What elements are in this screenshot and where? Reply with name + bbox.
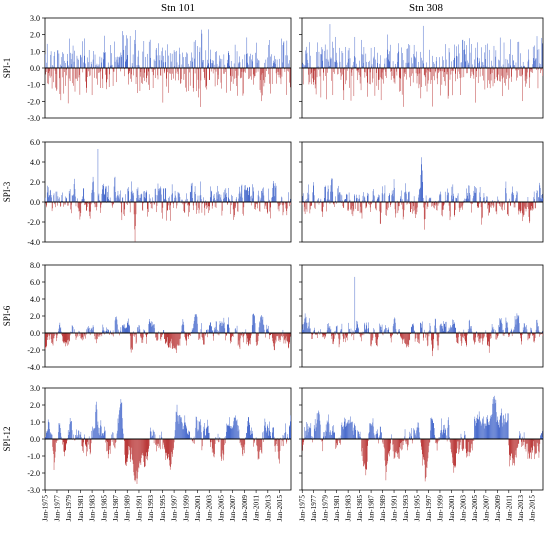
x-tick-label: Jan-1995 bbox=[414, 495, 422, 522]
x-tick-label: Jan-2011 bbox=[505, 495, 513, 521]
x-tick-label: Jan-1991 bbox=[391, 495, 399, 522]
y-tick-label: -3.0 bbox=[27, 486, 40, 495]
x-tick-label: Jan-1981 bbox=[333, 495, 341, 522]
x-tick-label: Jan-1993 bbox=[402, 495, 410, 522]
x-tick-label: Jan-1989 bbox=[379, 495, 387, 522]
x-tick-label: Jan-1989 bbox=[124, 495, 132, 522]
x-tick-label: Jan-2009 bbox=[241, 495, 249, 522]
x-tick-label: Jan-1979 bbox=[322, 495, 330, 522]
y-tick-label: 0.0 bbox=[30, 64, 40, 73]
x-tick-label: Jan-1975 bbox=[42, 495, 50, 522]
panel-spi-12-stn-101 bbox=[42, 387, 292, 491]
x-tick-label: Jan-2013 bbox=[517, 495, 525, 522]
plot-frame bbox=[44, 141, 292, 243]
row-label-spi-12: SPI-12 bbox=[2, 426, 12, 451]
y-tick-label: 6.0 bbox=[30, 278, 40, 287]
x-tick-label: Jan-2015 bbox=[276, 495, 284, 522]
panel-spi-6-stn-101 bbox=[42, 264, 292, 368]
x-tick-label: Jan-2009 bbox=[494, 495, 502, 522]
panel-spi-1-stn-308 bbox=[299, 17, 544, 119]
x-tick-label: Jan-1991 bbox=[135, 495, 143, 522]
y-tick-label: 2.0 bbox=[30, 312, 40, 321]
x-tick-label: Jan-1983 bbox=[89, 495, 97, 522]
y-tick-label: 0.0 bbox=[30, 329, 40, 338]
y-tick-label: 1.0 bbox=[30, 418, 40, 427]
y-tick-label: 8.0 bbox=[30, 261, 40, 270]
x-tick-label: Jan-2007 bbox=[482, 495, 490, 522]
x-tick-label: Jan-1997 bbox=[425, 495, 433, 522]
x-tick-label: Jan-2005 bbox=[217, 495, 225, 522]
column-title-stn-101: Stn 101 bbox=[161, 2, 195, 14]
row-label-spi-1: SPI-1 bbox=[2, 58, 12, 79]
x-tick-label: Jan-2001 bbox=[448, 495, 456, 522]
y-tick-label: -2.0 bbox=[27, 97, 40, 106]
x-tick-label: Jan-1983 bbox=[345, 495, 353, 522]
row-label-spi-6: SPI-6 bbox=[2, 305, 12, 326]
x-tick-label: Jan-1997 bbox=[171, 495, 179, 522]
x-tick-label: Jan-2003 bbox=[459, 495, 467, 522]
x-tick-label: Jan-1985 bbox=[100, 495, 108, 522]
y-tick-label: -3.0 bbox=[27, 114, 40, 123]
y-tick-label: -2.0 bbox=[27, 218, 40, 227]
x-tick-label: Jan-1979 bbox=[65, 495, 73, 522]
x-tick-label: Jan-1977 bbox=[310, 495, 318, 522]
x-tick-label: Jan-2007 bbox=[229, 495, 237, 522]
x-tick-label: Jan-1999 bbox=[182, 495, 190, 522]
y-tick-label: -2.0 bbox=[27, 346, 40, 355]
panel-spi-1-stn-101 bbox=[42, 17, 292, 119]
row-label-spi-3: SPI-3 bbox=[2, 181, 12, 202]
plot-frame bbox=[301, 141, 544, 243]
panel-spi-3-stn-308 bbox=[299, 141, 544, 243]
x-tick-label: Jan-1985 bbox=[356, 495, 364, 522]
x-tick-label: Jan-1987 bbox=[368, 495, 376, 522]
y-tick-label: 4.0 bbox=[30, 158, 40, 167]
y-tick-label: 3.0 bbox=[30, 14, 40, 23]
y-tick-label: 2.0 bbox=[30, 401, 40, 410]
x-tick-label: Jan-1999 bbox=[436, 495, 444, 522]
x-tick-label: Jan-1975 bbox=[299, 495, 307, 522]
x-tick-label: Jan-2003 bbox=[206, 495, 214, 522]
column-title-stn-308: Stn 308 bbox=[409, 2, 443, 14]
y-tick-label: 6.0 bbox=[30, 138, 40, 147]
y-tick-label: -2.0 bbox=[27, 469, 40, 478]
plot-frame bbox=[301, 264, 544, 368]
y-tick-label: -1.0 bbox=[27, 81, 40, 90]
y-tick-label: 2.0 bbox=[30, 178, 40, 187]
y-tick-label: -4.0 bbox=[27, 238, 40, 247]
x-tick-label: Jan-1981 bbox=[77, 495, 85, 522]
x-tick-label: Jan-2015 bbox=[528, 495, 536, 522]
x-tick-label: Jan-2001 bbox=[194, 495, 202, 522]
panel-spi-6-stn-308 bbox=[299, 264, 544, 368]
y-tick-label: 2.0 bbox=[30, 31, 40, 40]
x-tick-label: Jan-1995 bbox=[159, 495, 167, 522]
x-tick-label: Jan-1977 bbox=[53, 495, 61, 522]
x-tick-label: Jan-2013 bbox=[264, 495, 272, 522]
x-tick-label: Jan-2005 bbox=[471, 495, 479, 522]
y-tick-label: 0.0 bbox=[30, 198, 40, 207]
y-tick-label: -4.0 bbox=[27, 363, 40, 372]
x-tick-label: Jan-2011 bbox=[253, 495, 261, 521]
x-tick-label: Jan-1987 bbox=[112, 495, 120, 522]
y-tick-label: 3.0 bbox=[30, 384, 40, 393]
panel-spi-12-stn-308 bbox=[299, 387, 544, 491]
y-tick-label: 4.0 bbox=[30, 295, 40, 304]
panel-spi-3-stn-101 bbox=[42, 141, 292, 243]
y-tick-label: 0.0 bbox=[30, 435, 40, 444]
y-tick-label: -1.0 bbox=[27, 452, 40, 461]
x-tick-label: Jan-1993 bbox=[147, 495, 155, 522]
y-tick-label: 1.0 bbox=[30, 47, 40, 56]
